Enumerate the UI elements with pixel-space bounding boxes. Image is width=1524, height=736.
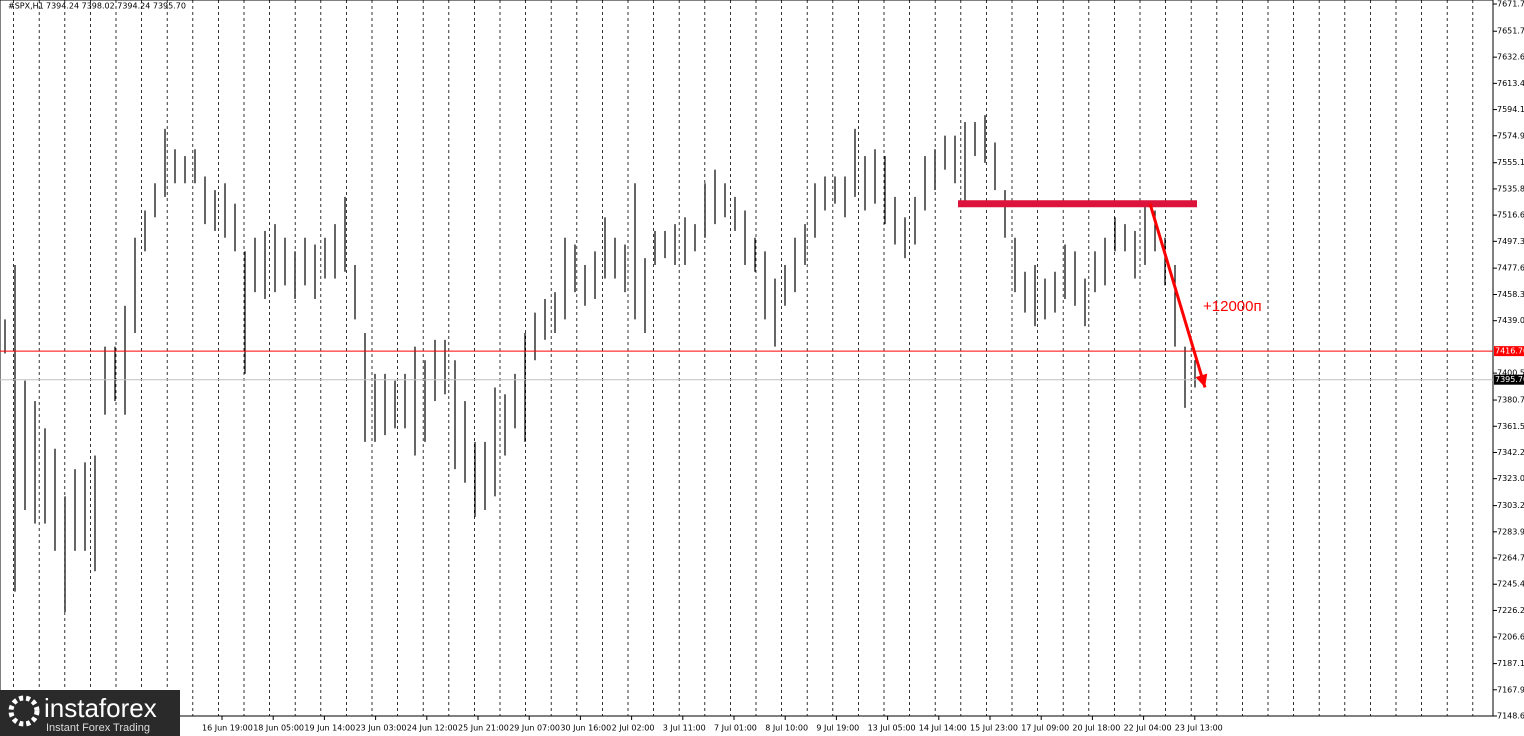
y-tick-label: 7555.10 [1497,158,1524,167]
x-tick-label: 9 Jul 19:00 [816,724,859,733]
price-level-box [1494,374,1524,385]
y-tick-label: 7477.65 [1497,264,1524,273]
y-tick-label: 7342.25 [1497,448,1524,457]
x-tick-label: 24 Jun 12:00 [407,724,458,733]
y-tick-label: 7594.15 [1497,105,1524,114]
price-level-label: 7395.70 [1495,375,1524,384]
arrow-label: +12000п [1203,298,1262,315]
logo-name: instaforex [44,693,157,723]
x-tick-label: 17 Jul 09:00 [1021,724,1069,733]
x-tick-label: 13 Jul 05:00 [868,724,916,733]
arrow-shaft [1148,203,1207,388]
y-tick-label: 7458.30 [1497,290,1524,299]
x-tick-label: 18 Jun 05:00 [253,724,304,733]
y-tick-label: 7283.95 [1497,527,1524,536]
y-tick-label: 7535.85 [1497,184,1524,193]
logo-tagline: Instant Forex Trading [46,722,150,734]
header-ohlc: 7394.24 7398.02 7394.24 7395.70 [46,2,186,11]
y-tick-label: 7497.35 [1497,237,1524,246]
y-tick-label: 7651.70 [1497,27,1524,36]
x-tick-label: 3 Jul 11:00 [663,724,706,733]
x-tick-label: 23 Jun 03:00 [356,724,407,733]
y-tick-label: 7380.75 [1497,396,1524,405]
y-tick-label: 7187.15 [1497,659,1524,668]
y-tick-label: 7167.90 [1497,685,1524,694]
x-tick-label: 25 Jun 21:00 [458,724,509,733]
header-symbol: #SPX,H1 [8,2,44,11]
y-tick-label: 7264.70 [1497,554,1524,563]
y-tick-label: 7516.60 [1497,211,1524,220]
x-tick-label: 29 Jun 07:00 [509,724,560,733]
x-tick-label: 30 Jun 16:00 [560,724,611,733]
x-tick-label: 15 Jul 23:00 [970,724,1018,733]
y-tick-label: 7148.65 [1497,712,1524,721]
y-tick-label: 7574.90 [1497,131,1524,140]
y-tick-label: 7439.05 [1497,316,1524,325]
logo: instaforex Instant Forex Trading [0,690,180,736]
y-tick-label: 7206.65 [1497,633,1524,642]
y-tick-label: 7671.70 [1497,0,1524,9]
x-tick-label: 14 Jul 14:00 [919,724,967,733]
y-tick-label: 7400.55 [1497,369,1524,378]
plot-frame [0,0,1494,717]
y-tick-label: 7323.00 [1497,474,1524,483]
arrow-head [1195,373,1208,388]
y-tick-label: 7613.40 [1497,79,1524,88]
x-tick-label: 22 Jul 04:00 [1124,724,1172,733]
y-tick-label: 7245.45 [1497,580,1524,589]
price-level-box [1494,346,1524,357]
y-tick-label: 7361.50 [1497,422,1524,431]
x-tick-label: 19 Jun 14:00 [304,724,355,733]
x-tick-label: 7 Jul 01:00 [714,724,757,733]
y-tick-label: 7632.65 [1497,53,1524,62]
x-tick-label: 16 Jun 19:00 [202,724,253,733]
logo-icon [8,695,40,727]
x-tick-label: 20 Jul 18:00 [1072,724,1120,733]
price-level-label: 7416.70 [1495,347,1524,356]
x-tick-label: 2 Jul 02:00 [612,724,655,733]
x-tick-label: 23 Jul 13:00 [1175,724,1223,733]
y-tick-label: 7226.20 [1497,606,1524,615]
y-tick-label: 7303.20 [1497,501,1524,510]
x-tick-label: 8 Jul 10:00 [765,724,808,733]
